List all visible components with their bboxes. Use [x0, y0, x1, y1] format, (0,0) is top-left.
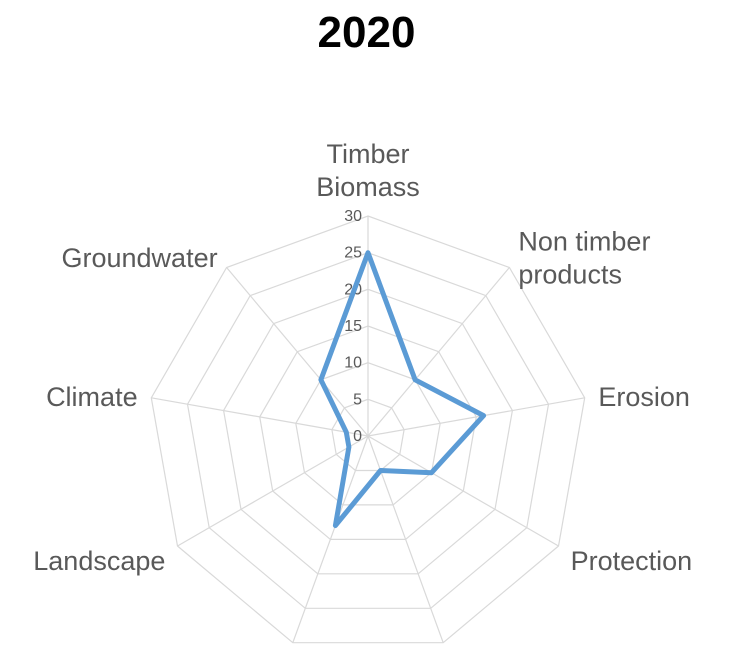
radial-tick-label: 30: [344, 208, 362, 225]
category-label: Timber Biomass: [316, 139, 420, 202]
category-label-line: Timber: [326, 139, 409, 169]
chart-title: 2020: [317, 8, 416, 57]
grid-ring: [259, 325, 477, 541]
grid-ring: [222, 288, 514, 575]
category-label-line: Biodiversity: [448, 663, 587, 666]
grid-spoke: [292, 435, 369, 643]
category-label-line: products: [518, 260, 622, 290]
radar-grid: [150, 215, 586, 644]
grid-spoke: [151, 397, 369, 437]
category-label: Non timber products: [518, 227, 650, 290]
category-label: Recreation: [157, 663, 288, 666]
grid-spoke: [177, 435, 369, 547]
category-label: Biodiversity: [448, 663, 587, 666]
grid-ring: [150, 215, 586, 644]
radar-series: [318, 250, 487, 529]
radial-tick-label: 0: [353, 428, 362, 445]
radial-tick-label: 25: [344, 245, 362, 262]
category-label-line: Biomass: [316, 172, 420, 202]
category-label-line: Landscape: [33, 546, 165, 576]
radial-tick-label: 15: [344, 318, 362, 335]
category-label: Protection: [571, 546, 693, 576]
category-label-line: Climate: [46, 382, 138, 412]
grid-ring: [186, 252, 550, 609]
category-label: Landscape: [33, 546, 165, 576]
grid-spoke: [367, 397, 585, 437]
grid-ring: [295, 362, 441, 506]
category-label-line: Protection: [571, 546, 693, 576]
category-label-line: Groundwater: [62, 243, 218, 273]
category-label: Erosion: [598, 382, 690, 412]
radial-tick-label: 5: [353, 391, 362, 408]
category-labels: Timber Biomass Non timber products Erosion Pr…: [33, 139, 692, 666]
category-label-line: Non timber: [518, 227, 650, 257]
category-label-line: Recreation: [157, 663, 288, 666]
series-line: [318, 250, 487, 529]
category-label: Groundwater: [62, 243, 218, 273]
radial-tick-label: 10: [344, 355, 362, 372]
category-label-line: Erosion: [598, 382, 690, 412]
grid-spoke: [226, 267, 369, 437]
grid-spoke: [367, 267, 510, 437]
grid-spoke: [367, 435, 559, 547]
category-label: Climate: [46, 382, 138, 412]
